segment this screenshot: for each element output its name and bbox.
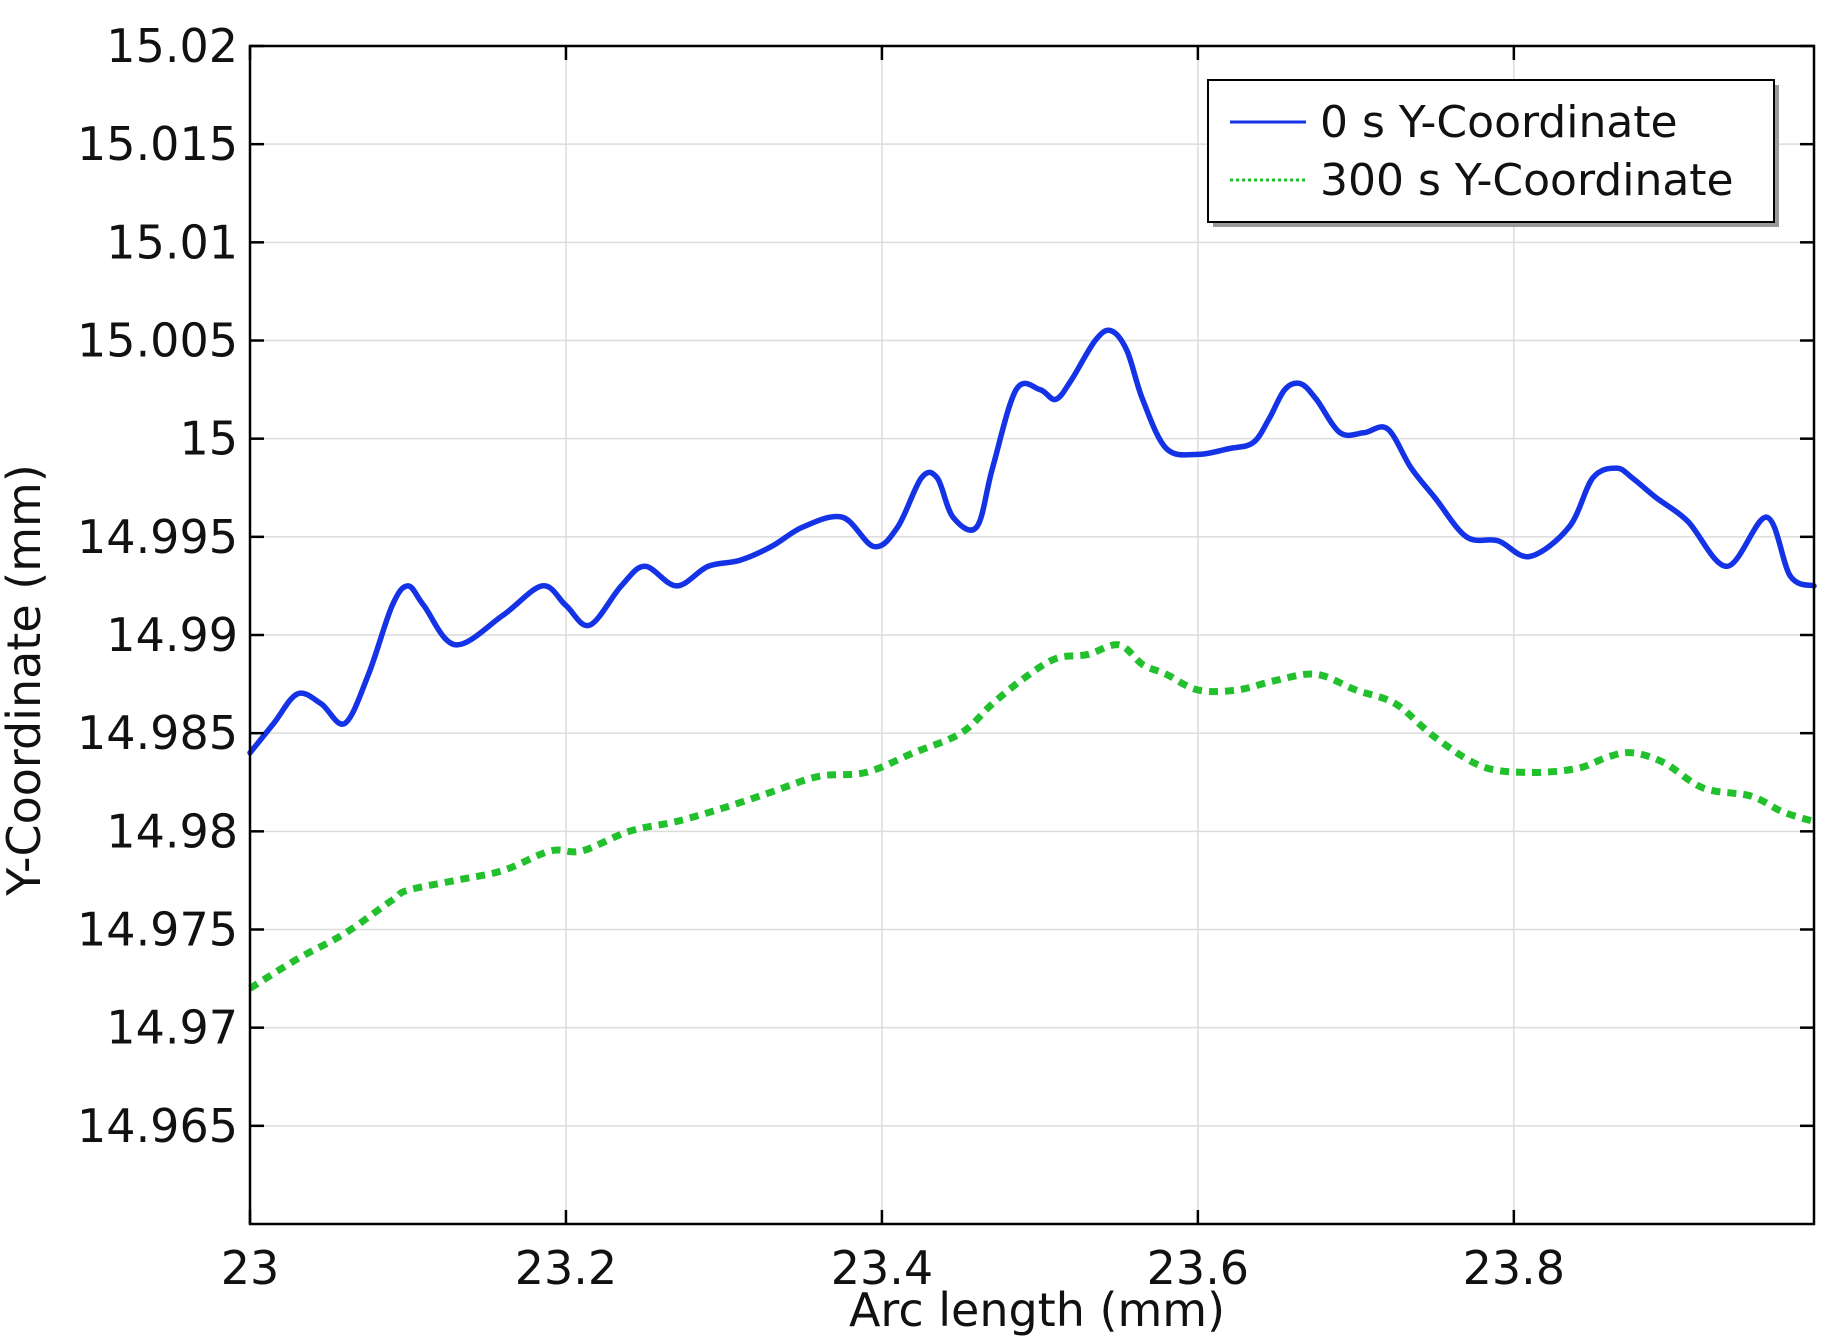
series-layer bbox=[247, 327, 1817, 992]
y-tick-label: 14.975 bbox=[77, 903, 238, 957]
y-tick-label: 14.995 bbox=[77, 510, 238, 564]
x-tick-label: 23.6 bbox=[1147, 1241, 1249, 1295]
x-tick-label: 23.8 bbox=[1463, 1241, 1565, 1295]
x-tick-label: 23.2 bbox=[515, 1241, 617, 1295]
y-tick-labels: 14.965 14.97 14.975 14.98 14.985 14.99 14.995 1… bbox=[77, 19, 238, 1153]
y-tick-label: 15.015 bbox=[77, 117, 238, 171]
x-axis-label: Arc length (mm) bbox=[849, 1283, 1225, 1337]
y-axis-label: Y-Coordinate (mm) bbox=[0, 464, 51, 897]
y-tick-label: 14.99 bbox=[106, 608, 238, 662]
series-line-0s bbox=[247, 327, 1817, 756]
x-tick-label: 23.4 bbox=[831, 1241, 933, 1295]
y-tick-label: 15.01 bbox=[106, 215, 238, 269]
legend-box bbox=[1207, 79, 1775, 223]
y-tick-label: 15.005 bbox=[77, 314, 238, 368]
ticks bbox=[248, 44, 1814, 1224]
series-line-300s bbox=[248, 641, 1816, 992]
legend-label-300s: 300 s Y-Coordinate bbox=[1320, 155, 1734, 206]
y-tick-label: 14.98 bbox=[106, 804, 238, 858]
y-tick-label: 15.02 bbox=[106, 19, 238, 73]
y-tick-label: 15 bbox=[179, 412, 238, 466]
y-tick-label: 14.965 bbox=[77, 1099, 238, 1153]
y-tick-label: 14.985 bbox=[77, 706, 238, 760]
legend: 0 s Y-Coordinate 300 s Y-Coordinate bbox=[1207, 79, 1779, 227]
y-tick-label: 14.97 bbox=[106, 1001, 238, 1055]
x-tick-label: 23 bbox=[221, 1241, 280, 1295]
x-tick-labels: 23 23.2 23.4 23.6 23.8 bbox=[221, 1241, 1565, 1295]
legend-label-0s: 0 s Y-Coordinate bbox=[1320, 97, 1678, 148]
